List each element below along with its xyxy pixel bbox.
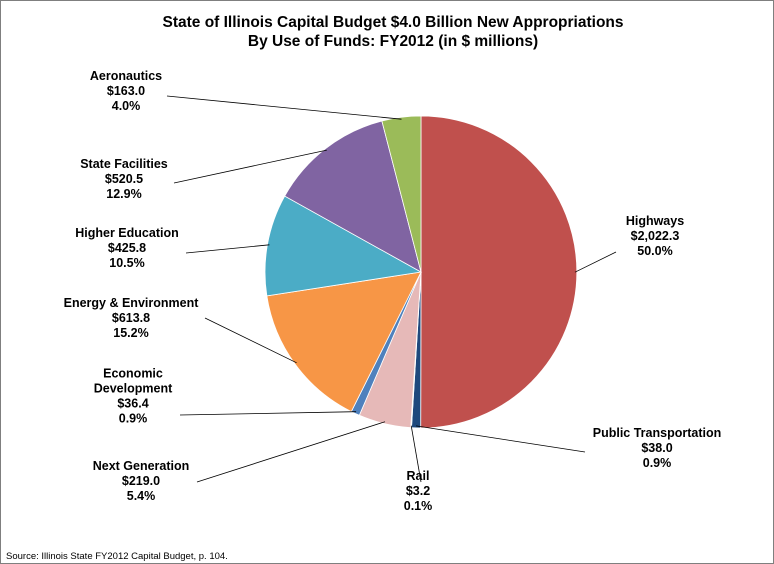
slice-labels: Highways $2,022.3 50.0% Public Transportati… [64,69,722,513]
leader-line [179,411,357,416]
leader-line [574,251,617,273]
leader-line [410,425,422,483]
leader-line [196,421,386,483]
leader-line [204,317,297,364]
slice-label: Aeronautics $163.0 4.0% [90,69,162,113]
source-note: Source: Illinois State FY2012 Capital Bu… [6,551,228,562]
pie-slice-aeronautics [381,115,422,273]
slice-label: Rail $3.2 0.1% [404,469,433,513]
leader-line [416,425,586,453]
slice-label: Higher Education $425.8 10.5% [75,226,178,270]
pie-slice-state-facilities [284,120,422,273]
pie-slices [264,115,578,429]
pie-slice-highways [420,115,578,429]
slice-label: Public Transportation $38.0 0.9% [593,426,722,470]
leader-line [166,95,402,120]
slice-label: Economic Development $36.4 0.9% [94,367,173,426]
leader-line [185,244,270,254]
pie-slice-energy-environment [266,271,422,413]
pie-slice-higher-education [264,195,423,297]
slice-label: Highways $2,022.3 50.0% [626,214,684,258]
chart-title: State of Illinois Capital Budget $4.0 Bi… [162,14,623,31]
leader-lines [166,95,617,483]
slice-label: Next Generation $219.0 5.4% [93,459,190,503]
leader-line [173,149,327,184]
chart-subtitle: By Use of Funds: FY2012 (in $ millions) [248,33,538,50]
slice-label: State Facilities $520.5 12.9% [80,157,168,201]
slice-label: Energy & Environment $613.8 15.2% [64,296,200,340]
